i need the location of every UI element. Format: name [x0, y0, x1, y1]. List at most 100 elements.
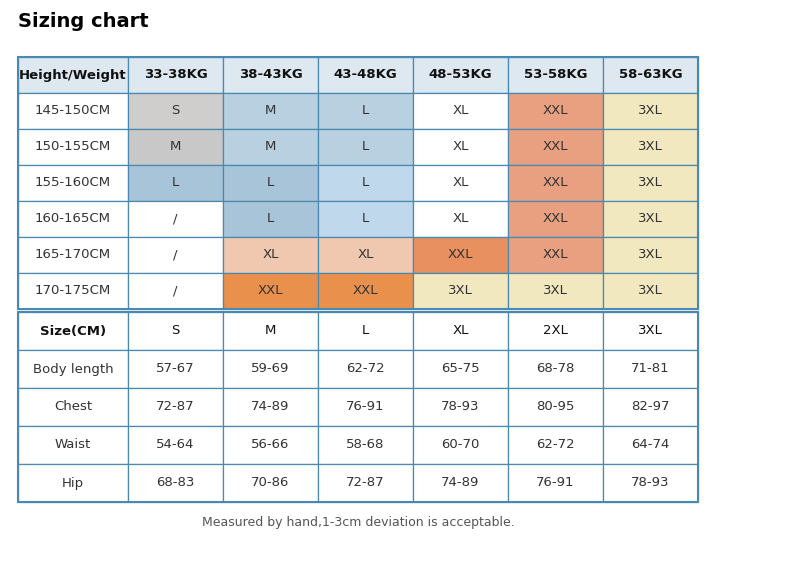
- Bar: [508, 388, 603, 426]
- Text: 160-165CM: 160-165CM: [35, 213, 111, 226]
- Bar: [223, 237, 318, 273]
- Bar: [413, 273, 508, 309]
- Bar: [318, 237, 413, 273]
- Text: /: /: [174, 285, 178, 298]
- Text: S: S: [171, 104, 180, 117]
- Bar: [18, 312, 698, 502]
- Bar: [18, 237, 128, 273]
- Text: XXL: XXL: [542, 248, 568, 261]
- Bar: [603, 165, 698, 201]
- Text: 3XL: 3XL: [543, 285, 568, 298]
- Bar: [603, 312, 698, 350]
- Text: 68-78: 68-78: [536, 362, 574, 375]
- Bar: [128, 312, 223, 350]
- Bar: [413, 312, 508, 350]
- Text: 48-53KG: 48-53KG: [429, 69, 492, 82]
- Bar: [128, 464, 223, 502]
- Text: XL: XL: [452, 176, 469, 189]
- Bar: [413, 129, 508, 165]
- Bar: [413, 201, 508, 237]
- Text: 70-86: 70-86: [251, 476, 290, 489]
- Bar: [508, 57, 603, 93]
- Bar: [318, 57, 413, 93]
- Text: XL: XL: [358, 248, 374, 261]
- Text: 33-38KG: 33-38KG: [144, 69, 207, 82]
- Text: L: L: [362, 324, 369, 337]
- Text: M: M: [265, 141, 276, 154]
- Text: 71-81: 71-81: [631, 362, 670, 375]
- Text: 72-87: 72-87: [346, 476, 385, 489]
- Text: 2XL: 2XL: [543, 324, 568, 337]
- Text: /: /: [174, 248, 178, 261]
- Bar: [18, 350, 128, 388]
- Text: XXL: XXL: [353, 285, 378, 298]
- Text: Height/Weight: Height/Weight: [19, 69, 127, 82]
- Bar: [223, 426, 318, 464]
- Bar: [508, 350, 603, 388]
- Bar: [223, 57, 318, 93]
- Bar: [603, 388, 698, 426]
- Text: 170-175CM: 170-175CM: [35, 285, 111, 298]
- Text: XXL: XXL: [258, 285, 283, 298]
- Text: XL: XL: [452, 104, 469, 117]
- Bar: [603, 129, 698, 165]
- Bar: [318, 273, 413, 309]
- Bar: [223, 388, 318, 426]
- Text: 3XL: 3XL: [638, 285, 663, 298]
- Bar: [318, 93, 413, 129]
- Text: L: L: [362, 213, 369, 226]
- Text: 65-75: 65-75: [441, 362, 480, 375]
- Bar: [128, 273, 223, 309]
- Text: 59-69: 59-69: [251, 362, 290, 375]
- Text: 53-58KG: 53-58KG: [524, 69, 587, 82]
- Bar: [223, 93, 318, 129]
- Bar: [223, 129, 318, 165]
- Text: L: L: [362, 141, 369, 154]
- Text: 150-155CM: 150-155CM: [35, 141, 111, 154]
- Text: L: L: [267, 213, 274, 226]
- Text: 3XL: 3XL: [638, 248, 663, 261]
- Text: 165-170CM: 165-170CM: [35, 248, 111, 261]
- Bar: [603, 237, 698, 273]
- Bar: [508, 426, 603, 464]
- Text: Sizing chart: Sizing chart: [18, 12, 149, 31]
- Bar: [603, 273, 698, 309]
- Text: 3XL: 3XL: [448, 285, 473, 298]
- Text: 62-72: 62-72: [346, 362, 385, 375]
- Bar: [318, 388, 413, 426]
- Bar: [413, 57, 508, 93]
- Text: S: S: [171, 324, 180, 337]
- Bar: [18, 426, 128, 464]
- Text: XL: XL: [452, 213, 469, 226]
- Text: M: M: [170, 141, 181, 154]
- Bar: [508, 312, 603, 350]
- Bar: [413, 93, 508, 129]
- Bar: [223, 312, 318, 350]
- Bar: [18, 388, 128, 426]
- Bar: [128, 129, 223, 165]
- Bar: [318, 201, 413, 237]
- Bar: [413, 165, 508, 201]
- Text: XL: XL: [262, 248, 278, 261]
- Bar: [413, 350, 508, 388]
- Text: 3XL: 3XL: [638, 104, 663, 117]
- Text: XXL: XXL: [542, 141, 568, 154]
- Text: XXL: XXL: [542, 176, 568, 189]
- Bar: [603, 350, 698, 388]
- Text: XL: XL: [452, 324, 469, 337]
- Text: 38-43KG: 38-43KG: [238, 69, 302, 82]
- Bar: [508, 201, 603, 237]
- Bar: [508, 464, 603, 502]
- Bar: [413, 426, 508, 464]
- Text: 58-63KG: 58-63KG: [618, 69, 682, 82]
- Text: Size(CM): Size(CM): [40, 324, 106, 337]
- Bar: [128, 388, 223, 426]
- Text: L: L: [362, 104, 369, 117]
- Text: L: L: [267, 176, 274, 189]
- Text: 3XL: 3XL: [638, 176, 663, 189]
- Bar: [603, 93, 698, 129]
- Text: 57-67: 57-67: [156, 362, 195, 375]
- Bar: [603, 201, 698, 237]
- Text: M: M: [265, 104, 276, 117]
- Text: 3XL: 3XL: [638, 141, 663, 154]
